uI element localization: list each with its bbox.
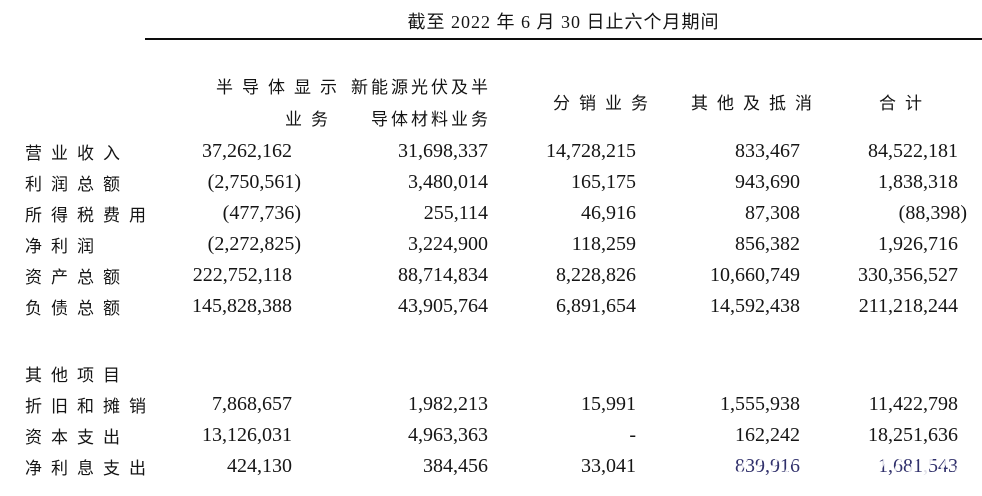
cell-value: 84,522,181 [868, 140, 958, 162]
cell-value: 4,963,363 [408, 424, 488, 446]
row-label: 净利润 [14, 229, 180, 260]
column-header-segment-display: 半导体显示 业务 [180, 72, 337, 136]
cell-value: 255,114 [423, 202, 488, 224]
table-row-depreciation-amortization: 折旧和摊销 7,868,657 1,982,213 15,991 1,555,9… [14, 389, 958, 420]
table-row-other-items-section: 其他项目 [14, 358, 958, 389]
cell-value: 118,259 [571, 233, 636, 255]
column-header-segment-distribution: 分销业务 [488, 72, 648, 136]
cell-value: 18,251,636 [868, 424, 958, 446]
cell-value: 31,698,337 [398, 140, 488, 162]
cell-value: 43,905,764 [398, 295, 488, 317]
cell-value: 10,660,749 [710, 264, 800, 286]
cell-value: 856,382 [735, 233, 800, 255]
report-period-title: 截至 2022 年 6 月 30 日止六个月期间 [407, 12, 720, 32]
row-label-text: 资产总额 [25, 268, 129, 287]
cell-value [180, 358, 292, 389]
cell-value: 833,467 [735, 140, 800, 162]
cell-value [292, 358, 488, 389]
cell-value: 1,555,938 [720, 393, 800, 415]
cell-value: 1,838,318 [878, 171, 958, 193]
cell-value: 14,592,438 [710, 295, 800, 317]
row-label-text: 利润总额 [25, 175, 129, 194]
row-label-text: 所得税费用 [25, 206, 155, 225]
column-header-segment-pv-materials: 新能源光伏及半 导体材料业务 [292, 72, 488, 136]
table-row-capital-expenditure: 资本支出 13,126,031 4,963,363 - 162,242 18,2… [14, 420, 958, 451]
cell-value: 165,175 [571, 171, 636, 193]
cell-value: 6,891,654 [556, 295, 636, 317]
table-row-net-profit: 净利润 (2,272,825) 3,224,900 118,259 856,38… [14, 229, 958, 260]
column-header-segment-other-eliminations: 其他及抵消 [636, 72, 812, 136]
row-label-text: 负债总额 [25, 299, 129, 318]
row-label: 净利息支出 [14, 451, 180, 482]
column-header-text: 业务 [285, 110, 337, 129]
row-label-text: 营业收入 [25, 144, 129, 163]
section-header-label: 其他项目 [14, 358, 180, 389]
cell-value: 3,224,900 [408, 233, 488, 255]
row-label: 营业收入 [14, 136, 180, 167]
cell-value: 222,752,118 [192, 264, 292, 286]
cell-value: 839,916 [735, 455, 800, 477]
section-gap-row [14, 322, 958, 358]
row-label-text: 净利息支出 [25, 459, 155, 478]
cell-value: 3,480,014 [408, 171, 488, 193]
cell-value: 15,991 [581, 393, 636, 415]
section-header-text: 其他项目 [25, 366, 129, 385]
cell-value: 145,828,388 [192, 295, 292, 317]
table-row-total-liabilities: 负债总额 145,828,388 43,905,764 6,891,654 14… [14, 291, 958, 322]
cell-value: (2,750,561) [207, 171, 301, 193]
column-header-row: 半导体显示 业务 新能源光伏及半 导体材料业务 分销业务 其他及抵消 合计 [14, 72, 958, 136]
cell-value [800, 358, 958, 389]
table-row-income-tax-expense: 所得税费用 (477,736) 255,114 46,916 87,308 (8… [14, 198, 967, 229]
column-header-segment-total: 合计 [800, 72, 958, 136]
cell-value: 33,041 [581, 455, 636, 477]
cell-value: 1,982,213 [408, 393, 488, 415]
title-underline-rule [145, 38, 982, 40]
cell-value: 7,868,657 [212, 393, 292, 415]
row-label-text: 资本支出 [25, 428, 129, 447]
cell-value: 11,422,798 [868, 393, 958, 415]
cell-value: (88,398) [898, 202, 967, 224]
cell-value: 943,690 [735, 171, 800, 193]
cell-value: 87,308 [745, 202, 800, 224]
row-label-text: 净利润 [25, 237, 103, 256]
cell-value: 162,242 [735, 424, 800, 446]
cell-value: 37,262,162 [202, 140, 292, 162]
cell-value: 1,926,716 [878, 233, 958, 255]
row-label: 资产总额 [14, 260, 180, 291]
cell-value: 211,218,244 [858, 295, 958, 317]
table-row-net-interest-expense: 净利息支出 424,130 384,456 33,041 839,916 1,6… [14, 451, 958, 482]
table-row-total-profit: 利润总额 (2,750,561) 3,480,014 165,175 943,6… [14, 167, 958, 198]
row-label-text: 折旧和摊销 [25, 397, 155, 416]
row-label: 利润总额 [14, 167, 180, 198]
row-label-header [14, 72, 180, 136]
column-header-text: 其他及抵消 [691, 94, 821, 113]
row-label: 所得税费用 [14, 198, 180, 229]
cell-value: 8,228,826 [556, 264, 636, 286]
column-header-text: 半导体显示 [216, 78, 346, 97]
segment-financials-table: 半导体显示 业务 新能源光伏及半 导体材料业务 分销业务 其他及抵消 合计 [14, 72, 967, 482]
cell-value: 384,456 [423, 455, 488, 477]
cell-value: 13,126,031 [202, 424, 292, 446]
cell-value: (2,272,825) [207, 233, 301, 255]
table-row-revenue: 营业收入 37,262,162 31,698,337 14,728,215 83… [14, 136, 958, 167]
table-row-total-assets: 资产总额 222,752,118 88,714,834 8,228,826 10… [14, 260, 958, 291]
cell-value: - [629, 424, 636, 446]
cell-value [488, 358, 636, 389]
cell-value: 330,356,527 [858, 264, 958, 286]
column-header-text: 合计 [879, 94, 931, 113]
column-header-text: 新能源光伏及半 [351, 78, 491, 97]
row-label: 负债总额 [14, 291, 180, 322]
cell-value: 88,714,834 [398, 264, 488, 286]
cell-value: 14,728,215 [546, 140, 636, 162]
column-header-text: 导体材料业务 [371, 110, 491, 129]
cell-value: (477,736) [222, 202, 301, 224]
cell-value: 424,130 [227, 455, 292, 477]
cell-value [636, 358, 800, 389]
column-header-text: 分销业务 [553, 94, 657, 113]
cell-value: 1,681,543 [878, 455, 958, 477]
cell-value: 46,916 [581, 202, 636, 224]
row-label: 折旧和摊销 [14, 389, 180, 420]
row-label: 资本支出 [14, 420, 180, 451]
